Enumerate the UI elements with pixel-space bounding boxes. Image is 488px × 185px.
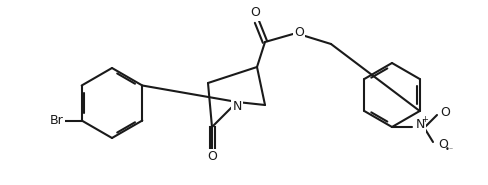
- Text: O: O: [293, 26, 304, 38]
- Text: Br: Br: [50, 114, 63, 127]
- Text: •⁻: •⁻: [444, 145, 453, 154]
- Text: +: +: [421, 115, 427, 125]
- Text: N: N: [414, 119, 424, 132]
- Text: N: N: [232, 100, 241, 114]
- Text: O: O: [437, 137, 447, 151]
- Text: O: O: [439, 107, 449, 120]
- Text: O: O: [206, 151, 217, 164]
- Text: O: O: [249, 6, 260, 19]
